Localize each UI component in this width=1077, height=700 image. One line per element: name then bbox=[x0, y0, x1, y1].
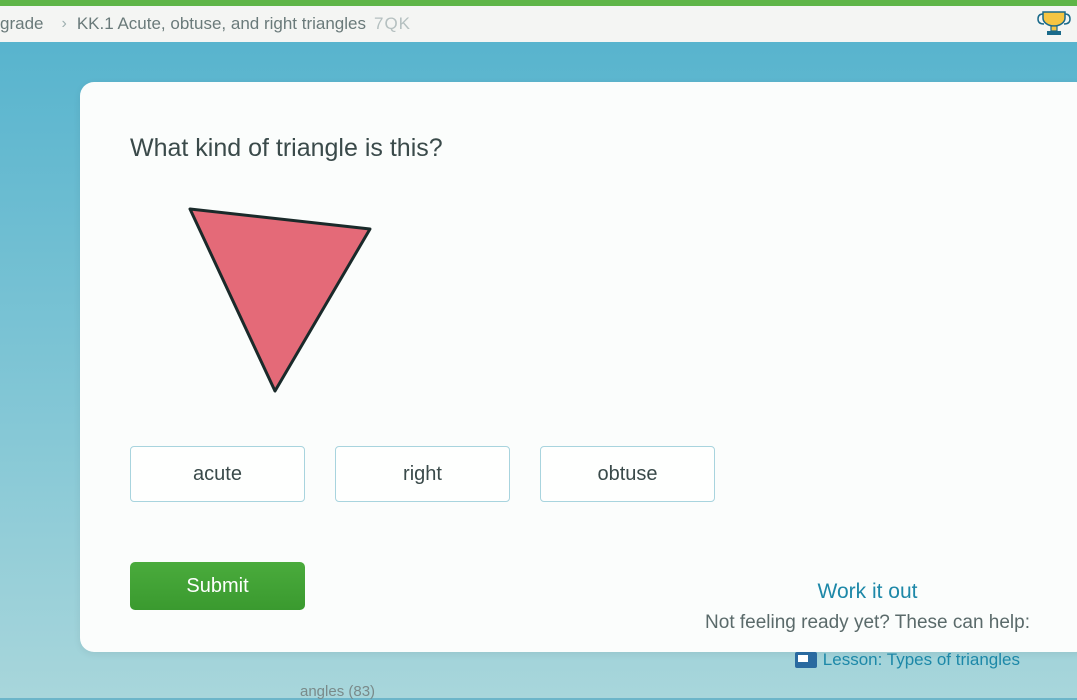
submit-button[interactable]: Submit bbox=[130, 562, 305, 610]
breadcrumb-grade-link[interactable]: grade bbox=[0, 14, 51, 34]
choice-acute[interactable]: acute bbox=[130, 446, 305, 502]
trophy-icon[interactable] bbox=[1037, 8, 1071, 43]
help-section: Work it out Not feeling ready yet? These… bbox=[705, 580, 1030, 634]
triangle-figure bbox=[170, 191, 1040, 406]
breadcrumb: grade › KK.1 Acute, obtuse, and right tr… bbox=[0, 6, 1077, 42]
not-ready-text: Not feeling ready yet? These can help: bbox=[705, 612, 1030, 634]
breadcrumb-skill-code: 7QK bbox=[366, 14, 411, 34]
page-background: What kind of triangle is this? acute rig… bbox=[0, 42, 1077, 698]
breadcrumb-skill-title[interactable]: KK.1 Acute, obtuse, and right triangles bbox=[77, 14, 366, 34]
choice-obtuse[interactable]: obtuse bbox=[540, 446, 715, 502]
lesson-types-link[interactable]: Lesson: Types of triangles bbox=[795, 650, 1020, 670]
answer-choices: acute right obtuse bbox=[130, 446, 1040, 502]
question-prompt: What kind of triangle is this? bbox=[130, 134, 1040, 163]
lesson-icon bbox=[795, 652, 817, 668]
choice-right[interactable]: right bbox=[335, 446, 510, 502]
triangle-shape bbox=[190, 209, 370, 391]
chevron-right-icon: › bbox=[51, 15, 76, 33]
question-card: What kind of triangle is this? acute rig… bbox=[80, 82, 1077, 652]
footer-fragment: angles (83) bbox=[300, 683, 375, 700]
lesson-link-label: Lesson: Types of triangles bbox=[823, 650, 1020, 670]
work-it-out-link[interactable]: Work it out bbox=[705, 580, 1030, 604]
